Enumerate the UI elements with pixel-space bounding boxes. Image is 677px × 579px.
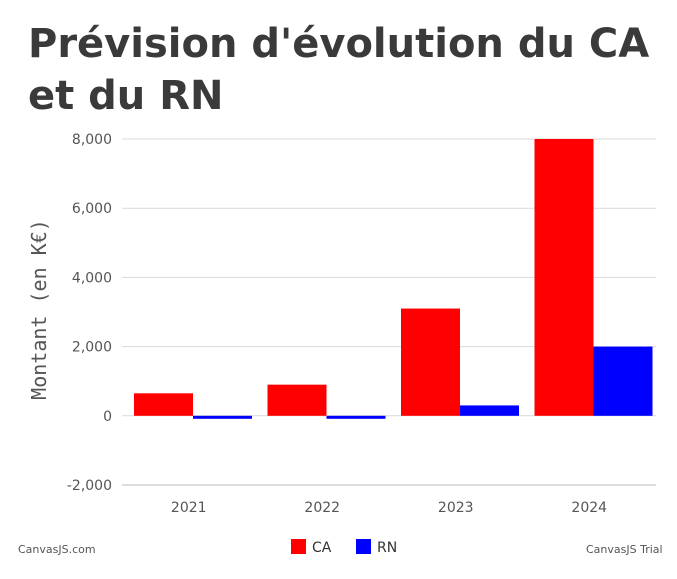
credit-right: CanvasJS Trial xyxy=(586,543,663,556)
y-tick-label: 6,000 xyxy=(72,201,112,217)
bars xyxy=(134,139,653,419)
legend-label-rn[interactable]: RN xyxy=(377,540,397,556)
x-tick-label: 2021 xyxy=(171,500,207,516)
legend-swatch-rn[interactable] xyxy=(356,539,371,554)
chart-title: Prévision d'évolution du CA et du RN xyxy=(28,21,650,119)
bar-rn-2023[interactable] xyxy=(460,405,519,416)
x-tick-label: 2022 xyxy=(304,500,340,516)
bar-ca-2024[interactable] xyxy=(534,139,594,416)
y-axis-label: Montant (en K€) xyxy=(27,219,51,400)
bar-rn-2021[interactable] xyxy=(193,415,252,419)
bar-ca-2021[interactable] xyxy=(134,393,193,416)
y-tick-label: 0 xyxy=(103,409,112,425)
credit-left[interactable]: CanvasJS.com xyxy=(18,543,96,556)
bar-rn-2024[interactable] xyxy=(593,346,653,416)
x-tick-label: 2023 xyxy=(438,500,474,516)
bar-rn-2022[interactable] xyxy=(326,415,386,419)
bar-ca-2023[interactable] xyxy=(401,308,460,416)
legend-label-ca[interactable]: CA xyxy=(312,540,332,556)
y-axis-ticks: -2,000 0 2,000 4,000 6,000 8,000 xyxy=(67,132,112,494)
y-tick-label: 8,000 xyxy=(72,132,112,148)
legend-swatch-ca[interactable] xyxy=(291,539,306,554)
x-tick-label: 2024 xyxy=(571,500,607,516)
y-tick-label: 2,000 xyxy=(72,340,112,356)
y-tick-label: -2,000 xyxy=(67,478,112,494)
bar-ca-2022[interactable] xyxy=(267,384,327,416)
legend: CA RN xyxy=(291,539,397,556)
y-tick-label: 4,000 xyxy=(72,270,112,286)
x-axis-ticks: 2021 2022 2023 2024 xyxy=(171,500,607,516)
